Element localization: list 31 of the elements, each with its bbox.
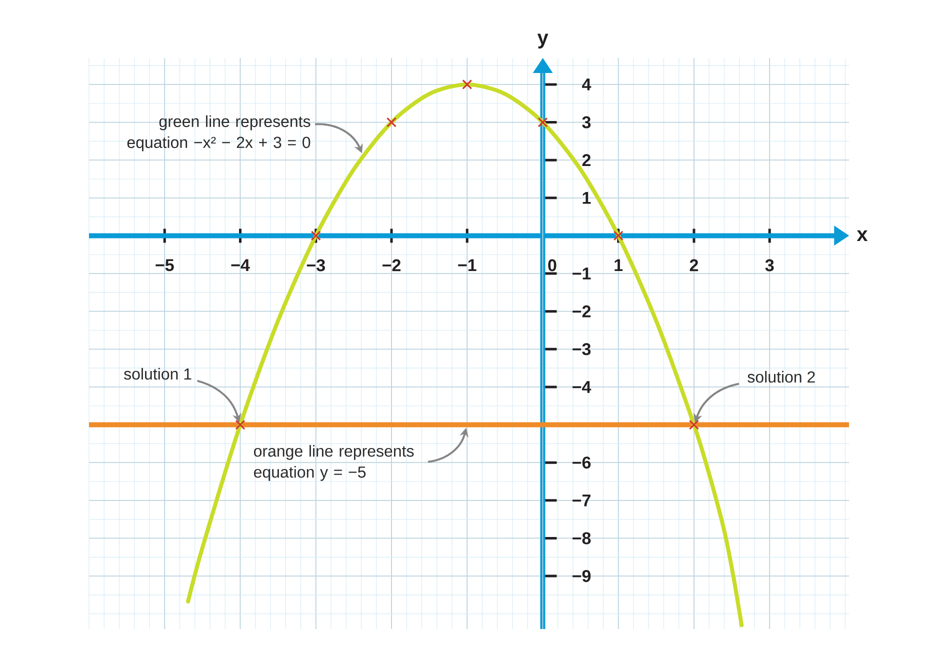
annotation: solution 2 (748, 370, 815, 383)
y-tick-label: −3 (572, 343, 591, 356)
x-tick-label: −1 (458, 259, 476, 271)
x-tick-label: −3 (306, 259, 325, 272)
x-axis-title: x (856, 230, 868, 241)
point (235, 420, 246, 430)
annotation: green line represents equation −x² − 2x + 3 = 0 (127, 115, 310, 152)
y-tick-label: −2 (572, 305, 591, 318)
y-tick-label: −9 (572, 570, 591, 582)
x-tick-label: −5 (156, 259, 174, 272)
x-tick-label: −4 (231, 259, 250, 271)
y-tick-label: −7 (572, 494, 590, 506)
y-tick-label: −6 (572, 456, 591, 469)
point (688, 420, 700, 430)
y-tick-label: 1 (582, 192, 591, 204)
y-tick-label: −4 (572, 381, 592, 393)
point (386, 117, 397, 128)
x-tick-label: 3 (765, 259, 774, 272)
y-tick-label: 3 (582, 116, 591, 128)
annotation: orange line represents equation y = −5 (254, 444, 414, 481)
x-tick-label: −2 (382, 259, 400, 272)
x-tick-label: 0 (548, 259, 556, 272)
y-tick-label: 2 (582, 154, 591, 166)
annotation: solution 1 (124, 368, 192, 380)
y-tick-label: −8 (572, 532, 591, 544)
y-tick-label: −1 (572, 268, 591, 280)
x-tick-label: 2 (690, 259, 698, 272)
y-axis-title: y (537, 34, 548, 48)
x-tick-label: 1 (614, 259, 623, 271)
point (462, 79, 472, 90)
y-tick-label: 4 (582, 78, 592, 90)
